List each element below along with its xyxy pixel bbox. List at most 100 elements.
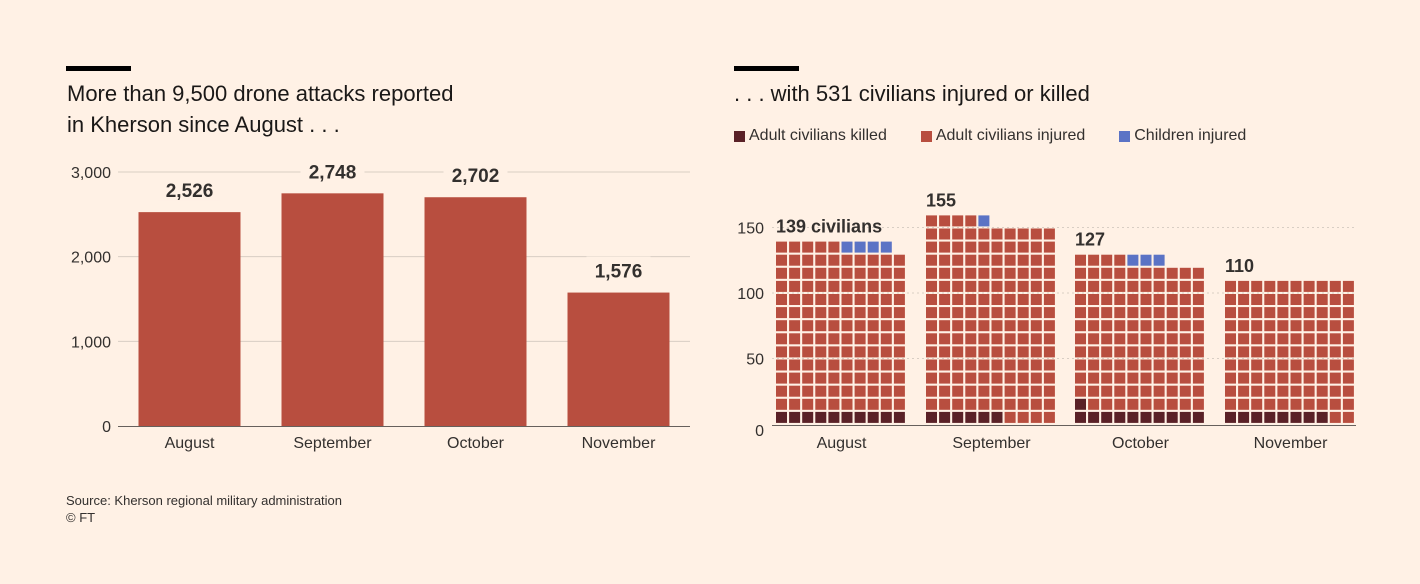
waffle-unit-adult-civilians-injured: [1303, 333, 1315, 345]
civilian-casualties-panel: . . . with 531 civilians injured or kill…: [710, 0, 1420, 470]
waffle-unit-adult-civilians-injured: [1342, 385, 1354, 397]
waffle-unit-adult-civilians-injured: [1192, 333, 1204, 345]
waffle-unit-adult-civilians-injured: [1303, 346, 1315, 358]
waffle-unit-adult-civilians-injured: [1004, 372, 1016, 384]
waffle-unit-adult-civilians-injured: [939, 294, 951, 305]
waffle-unit-adult-civilians-injured: [815, 307, 827, 319]
waffle-unit-adult-civilians-injured: [965, 359, 977, 371]
waffle-unit-adult-civilians-injured: [1153, 294, 1165, 305]
waffle-unit-adult-civilians-injured: [854, 385, 866, 397]
waffle-unit-adult-civilians-injured: [1342, 372, 1354, 384]
waffle-unit-adult-civilians-injured: [1179, 294, 1191, 305]
waffle-unit-adult-civilians-injured: [1238, 372, 1250, 384]
footer: Source: Kherson regional military admini…: [66, 492, 342, 526]
waffle-unit-adult-civilians-injured: [841, 346, 853, 358]
waffle-unit-adult-civilians-injured: [854, 307, 866, 319]
waffle-unit-adult-civilians-injured: [789, 320, 801, 332]
waffle-unit-adult-civilians-injured: [1043, 333, 1055, 345]
waffle-unit-adult-civilians-injured: [776, 333, 787, 345]
waffle-unit-adult-civilians-injured: [926, 307, 937, 319]
waffle-unit-adult-civilians-injured: [1127, 320, 1139, 332]
waffle-unit-adult-civilians-injured: [1290, 372, 1302, 384]
waffle-unit-adult-civilians-injured: [1251, 346, 1263, 358]
waffle-unit-adult-civilians-injured: [893, 254, 905, 266]
waffle-unit-adult-civilians-injured: [1166, 333, 1178, 345]
waffle-unit-adult-civilians-injured: [776, 294, 787, 305]
waffle-unit-adult-civilians-injured: [939, 215, 951, 227]
waffle-unit-adult-civilians-killed: [1238, 411, 1250, 423]
waffle-unit-adult-civilians-injured: [815, 280, 827, 292]
waffle-unit-adult-civilians-injured: [828, 346, 840, 358]
waffle-unit-adult-civilians-injured: [1043, 241, 1055, 253]
waffle-unit-adult-civilians-killed: [854, 411, 866, 423]
waffle-unit-adult-civilians-injured: [1017, 346, 1029, 358]
waffle-unit-adult-civilians-injured: [1290, 359, 1302, 371]
waffle-chart: 0 50 100 150 139 civilians August 155 September…: [737, 190, 1356, 452]
waffle-unit-adult-civilians-injured: [1043, 346, 1055, 358]
waffle-unit-adult-civilians-injured: [1030, 359, 1042, 371]
y-tick-label: 50: [746, 352, 764, 369]
waffle-unit-adult-civilians-killed: [828, 411, 840, 423]
waffle-unit-adult-civilians-injured: [1127, 385, 1139, 397]
waffle-unit-adult-civilians-injured: [1238, 359, 1250, 371]
waffle-unit-adult-civilians-injured: [1192, 372, 1204, 384]
waffle-unit-adult-civilians-injured: [978, 307, 990, 319]
waffle-unit-adult-civilians-injured: [1153, 385, 1165, 397]
waffle-unit-adult-civilians-injured: [1088, 333, 1100, 345]
waffle-unit-adult-civilians-injured: [841, 320, 853, 332]
y-tick-label: 0: [755, 423, 764, 440]
waffle-unit-adult-civilians-injured: [841, 385, 853, 397]
waffle-unit-adult-civilians-killed: [1075, 398, 1086, 410]
waffle-unit-adult-civilians-injured: [1290, 307, 1302, 319]
waffle-unit-adult-civilians-injured: [1004, 280, 1016, 292]
waffle-unit-adult-civilians-injured: [1114, 307, 1126, 319]
waffle-unit-adult-civilians-injured: [1277, 398, 1289, 410]
waffle-unit-adult-civilians-injured: [1238, 280, 1250, 292]
waffle-unit-adult-civilians-injured: [1030, 267, 1042, 279]
waffle-unit-adult-civilians-injured: [978, 372, 990, 384]
waffle-unit-adult-civilians-injured: [1192, 280, 1204, 292]
waffle-unit-adult-civilians-injured: [1290, 385, 1302, 397]
waffle-unit-adult-civilians-injured: [841, 267, 853, 279]
waffle-unit-adult-civilians-injured: [1251, 385, 1263, 397]
waffle-unit-adult-civilians-injured: [1277, 346, 1289, 358]
waffle-unit-adult-civilians-injured: [1225, 372, 1236, 384]
waffle-unit-adult-civilians-injured: [965, 254, 977, 266]
waffle-unit-adult-civilians-injured: [978, 320, 990, 332]
value-label-bg: [157, 176, 222, 201]
waffle-unit-adult-civilians-injured: [1088, 280, 1100, 292]
waffle-unit-adult-civilians-injured: [1329, 346, 1341, 358]
waffle-unit-adult-civilians-injured: [1004, 385, 1016, 397]
waffle-unit-adult-civilians-injured: [1088, 385, 1100, 397]
waffle-unit-adult-civilians-injured: [1017, 333, 1029, 345]
waffle-unit-adult-civilians-injured: [952, 267, 964, 279]
waffle-unit-adult-civilians-injured: [828, 294, 840, 305]
waffle-unit-adult-civilians-injured: [789, 346, 801, 358]
waffle-unit-adult-civilians-injured: [1225, 320, 1236, 332]
waffle-unit-adult-civilians-injured: [991, 333, 1003, 345]
waffle-unit-adult-civilians-injured: [1004, 398, 1016, 410]
waffle-unit-adult-civilians-injured: [952, 320, 964, 332]
waffle-unit-adult-civilians-injured: [1153, 267, 1165, 279]
waffle-unit-adult-civilians-injured: [815, 254, 827, 266]
waffle-unit-adult-civilians-injured: [1043, 320, 1055, 332]
value-label: 2,702: [452, 166, 500, 187]
waffle-unit-adult-civilians-injured: [1303, 359, 1315, 371]
waffle-unit-adult-civilians-injured: [893, 372, 905, 384]
waffle-unit-adult-civilians-injured: [1114, 333, 1126, 345]
waffle-unit-adult-civilians-injured: [1140, 307, 1152, 319]
waffle-unit-adult-civilians-injured: [1166, 346, 1178, 358]
waffle-unit-adult-civilians-injured: [1303, 307, 1315, 319]
legend-item-children-injured: Children injured: [1119, 127, 1246, 145]
waffle-unit-adult-civilians-injured: [1004, 359, 1016, 371]
x-tick-label: November: [582, 435, 656, 452]
waffle-unit-adult-civilians-injured: [1303, 294, 1315, 305]
waffle-unit-adult-civilians-injured: [1043, 280, 1055, 292]
waffle-unit-adult-civilians-injured: [880, 385, 892, 397]
waffle-unit-adult-civilians-injured: [991, 307, 1003, 319]
waffle-unit-adult-civilians-injured: [926, 254, 937, 266]
waffle-unit-adult-civilians-injured: [978, 333, 990, 345]
waffle-unit-adult-civilians-injured: [1264, 346, 1276, 358]
waffle-unit-adult-civilians-injured: [815, 372, 827, 384]
waffle-unit-adult-civilians-injured: [1017, 398, 1029, 410]
